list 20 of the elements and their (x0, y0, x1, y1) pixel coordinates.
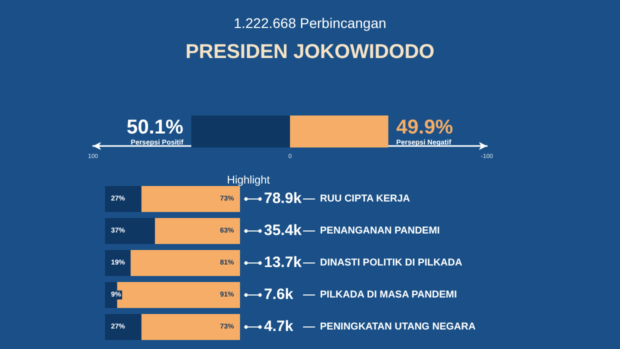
text: 35.4k (264, 222, 302, 239)
text: 4.7k (264, 318, 294, 335)
text: 13.7k (264, 254, 302, 271)
chart-subtitle: 1.222.668 Perbincangan (234, 15, 386, 31)
text: 78.9k (264, 190, 302, 207)
y-tick-label: PENINGKATAN UTANG NEGARA (320, 322, 476, 332)
data-label: 50.1% (126, 116, 184, 138)
y-tick-label: PILKADA DI MASA PANDEMI (320, 290, 458, 300)
bar (154, 218, 240, 244)
bar (130, 250, 240, 276)
y-tick-label: PENANGANAN PANDEMI (320, 226, 440, 236)
bar (141, 314, 240, 340)
bar (141, 186, 240, 212)
chart-title: PRESIDEN JOKOWIDODO (186, 41, 434, 63)
chart-title: Highlight (227, 174, 270, 186)
bar (105, 218, 155, 244)
y-tick-label: DINASTI POLITIK DI PILKADA (320, 258, 462, 268)
data-label: 49.9% (396, 116, 454, 138)
y-tick-label: RUU CIPTA KERJA (320, 194, 410, 204)
text: 7.6k (264, 286, 294, 303)
